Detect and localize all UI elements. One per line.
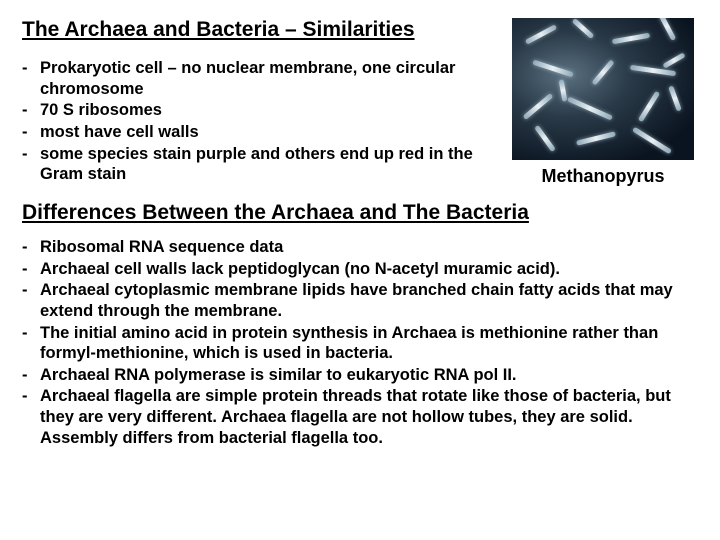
bullet-dash: -: [22, 122, 40, 143]
bullet-dash: -: [22, 386, 40, 448]
list-item: - 70 S ribosomes: [22, 100, 494, 121]
bullet-dash: -: [22, 280, 40, 321]
bullet-dash: -: [22, 237, 40, 258]
differences-list: - Ribosomal RNA sequence data - Archaeal…: [22, 237, 698, 448]
list-item-text: most have cell walls: [40, 122, 494, 143]
list-item-text: The initial amino acid in protein synthe…: [40, 323, 698, 364]
list-item: - Archaeal cell walls lack peptidoglycan…: [22, 259, 698, 280]
list-item-text: Archaeal cytoplasmic membrane lipids hav…: [40, 280, 698, 321]
bullet-dash: -: [22, 323, 40, 364]
list-item: - most have cell walls: [22, 122, 494, 143]
bullet-dash: -: [22, 365, 40, 386]
list-item: - Archaeal flagella are simple protein t…: [22, 386, 698, 448]
list-item: - Archaeal RNA polymerase is similar to …: [22, 365, 698, 386]
bullet-dash: -: [22, 58, 40, 99]
similarities-list: - Prokaryotic cell – no nuclear membrane…: [22, 58, 494, 185]
list-item-text: Ribosomal RNA sequence data: [40, 237, 698, 258]
bullet-dash: -: [22, 259, 40, 280]
top-section: The Archaea and Bacteria – Similarities …: [22, 18, 698, 187]
list-item-text: some species stain purple and others end…: [40, 144, 494, 185]
bullet-dash: -: [22, 144, 40, 185]
list-item: - some species stain purple and others e…: [22, 144, 494, 185]
list-item-text: Archaeal cell walls lack peptidoglycan (…: [40, 259, 698, 280]
bullet-dash: -: [22, 100, 40, 121]
list-item-text: Archaeal RNA polymerase is similar to eu…: [40, 365, 698, 386]
list-item: - Ribosomal RNA sequence data: [22, 237, 698, 258]
similarities-heading: The Archaea and Bacteria – Similarities: [22, 18, 494, 42]
list-item-text: Prokaryotic cell – no nuclear membrane, …: [40, 58, 494, 99]
microscopy-image: [512, 18, 694, 160]
differences-heading: Differences Between the Archaea and The …: [22, 201, 698, 225]
list-item: - Prokaryotic cell – no nuclear membrane…: [22, 58, 494, 99]
list-item: - Archaeal cytoplasmic membrane lipids h…: [22, 280, 698, 321]
similarities-column: The Archaea and Bacteria – Similarities …: [22, 18, 494, 187]
image-column: Methanopyrus: [508, 18, 698, 187]
list-item: - The initial amino acid in protein synt…: [22, 323, 698, 364]
list-item-text: 70 S ribosomes: [40, 100, 494, 121]
image-caption: Methanopyrus: [541, 166, 664, 187]
list-item-text: Archaeal flagella are simple protein thr…: [40, 386, 698, 448]
